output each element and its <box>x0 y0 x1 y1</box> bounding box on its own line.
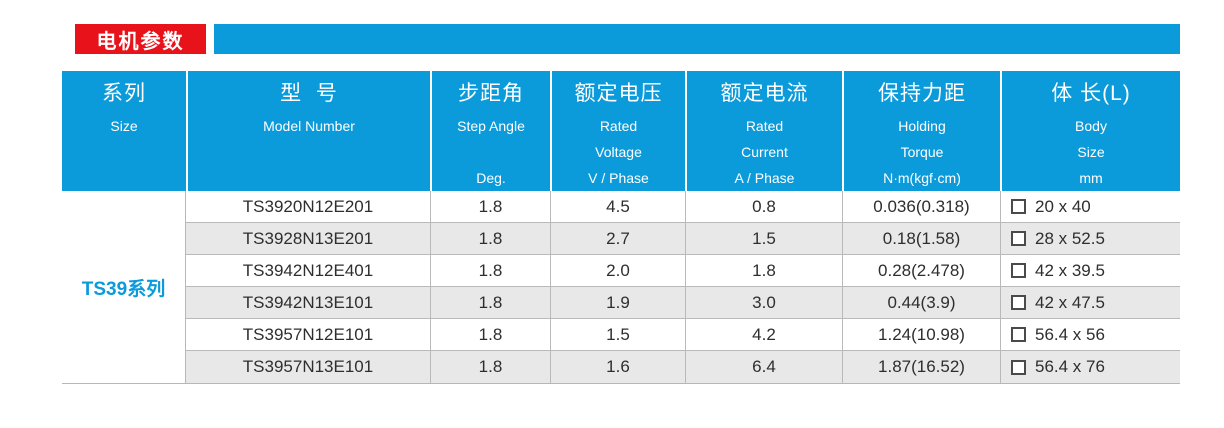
rated-voltage-cell: 2.7 <box>550 223 685 254</box>
step-angle-cell: 1.8 <box>430 255 550 286</box>
model-cell: TS3957N13E101 <box>242 357 374 376</box>
body-size-label: 28 x 52.5 <box>1035 228 1105 248</box>
model-cell: TS3920N12E201 <box>242 196 374 216</box>
section-title-label: 电机参数 <box>96 30 185 53</box>
size-checkbox[interactable] <box>1011 295 1026 310</box>
column-title-en: A / Phase <box>734 170 795 186</box>
table-row: TS3957N13E101 1.8 1.6 6.4 1.87(16.52) 56… <box>186 351 1180 383</box>
holding-torque-cell: 1.24(10.98) <box>842 319 1000 350</box>
size-checkbox[interactable] <box>1011 263 1026 278</box>
column-title-en: Holding <box>898 118 946 134</box>
rated-current-cell: 3.0 <box>685 287 842 318</box>
body-size-cell: 56.4 x 56 <box>1000 319 1180 350</box>
rated-current-cell: 0.8 <box>685 191 842 222</box>
column-title-en: mm <box>1079 170 1103 186</box>
column-title-en: Size <box>110 118 138 134</box>
table-header-row: 系列 Size 型 号 Model Number 步距角 Step Angle … <box>62 71 1180 191</box>
column-header-rated-voltage: 额定电压 Rated Voltage V / Phase <box>550 71 685 191</box>
body-size-label: 42 x 47.5 <box>1035 292 1105 312</box>
column-title-en: Size <box>1077 144 1105 160</box>
motor-parameters-table: 系列 Size 型 号 Model Number 步距角 Step Angle … <box>62 71 1180 384</box>
rated-current-cell: 6.4 <box>685 351 842 383</box>
rated-current-cell: 1.8 <box>685 255 842 286</box>
column-title-en: Rated <box>599 118 638 134</box>
size-checkbox[interactable] <box>1011 199 1026 214</box>
holding-torque-cell: 0.036(0.318) <box>842 191 1000 222</box>
body-size-label: 20 x 40 <box>1035 196 1091 216</box>
holding-torque-cell: 0.28(2.478) <box>842 255 1000 286</box>
series-cell: TS39系列 <box>62 191 186 383</box>
body-size-label: 56.4 x 76 <box>1035 357 1105 376</box>
body-size-label: 42 x 39.5 <box>1035 260 1105 280</box>
column-title-en <box>432 144 550 160</box>
column-title-zh: 系列 <box>102 82 146 105</box>
column-title-en: Deg. <box>476 170 506 186</box>
column-title-zh: 型 号 <box>280 82 338 105</box>
section-title-bar <box>214 24 1180 54</box>
column-header-holding-torque: 保持力距 Holding Torque N·m(kgf·cm) <box>842 71 1000 191</box>
rated-current-cell: 1.5 <box>685 223 842 254</box>
model-cell: TS3942N12E401 <box>242 260 374 280</box>
column-title-en: Torque <box>900 144 944 160</box>
column-title-en: Step Angle <box>457 118 525 134</box>
step-angle-cell: 1.8 <box>430 351 550 383</box>
step-angle-cell: 1.8 <box>430 223 550 254</box>
size-checkbox[interactable] <box>1011 231 1026 246</box>
column-title-en: Rated <box>745 118 784 134</box>
body-size-cell: 20 x 40 <box>1000 191 1180 222</box>
rated-voltage-cell: 1.6 <box>550 351 685 383</box>
holding-torque-cell: 0.18(1.58) <box>842 223 1000 254</box>
table-row: TS3942N13E101 1.8 1.9 3.0 0.44(3.9) 42 x… <box>186 287 1180 319</box>
column-header-model-number: 型 号 Model Number <box>186 71 430 191</box>
table-row: TS3957N12E101 1.8 1.5 4.2 1.24(10.98) 56… <box>186 319 1180 351</box>
rated-voltage-cell: 1.5 <box>550 319 685 350</box>
table-rows: TS3920N12E201 1.8 4.5 0.8 0.036(0.318) 2… <box>186 191 1180 383</box>
holding-torque-cell: 1.87(16.52) <box>842 351 1000 383</box>
size-checkbox[interactable] <box>1011 359 1026 375</box>
column-title-en: V / Phase <box>588 170 649 186</box>
body-size-label: 56.4 x 56 <box>1035 324 1105 344</box>
rated-current-cell: 4.2 <box>685 319 842 350</box>
column-title-zh: 步距角 <box>458 82 524 105</box>
column-header-step-angle: 步距角 Step Angle Deg. <box>430 71 550 191</box>
body-size-cell: 42 x 39.5 <box>1000 255 1180 286</box>
column-header-body-size: 体 长(L) Body Size mm <box>1000 71 1180 191</box>
column-title-zh: 保持力距 <box>878 82 966 105</box>
column-title-zh: 额定电流 <box>720 82 809 105</box>
section-title-badge: 电机参数 <box>75 24 206 54</box>
model-cell: TS3957N12E101 <box>242 324 374 344</box>
column-title-en: Current <box>741 144 788 160</box>
column-title-en: Model Number <box>263 118 355 134</box>
series-label: TS39系列 <box>81 278 166 300</box>
column-header-rated-current: 额定电流 Rated Current A / Phase <box>685 71 842 191</box>
holding-torque-cell: 0.44(3.9) <box>842 287 1000 318</box>
body-size-cell: 56.4 x 76 <box>1000 351 1180 383</box>
table-row: TS3920N12E201 1.8 4.5 0.8 0.036(0.318) 2… <box>186 191 1180 223</box>
rated-voltage-cell: 2.0 <box>550 255 685 286</box>
size-checkbox[interactable] <box>1011 327 1026 342</box>
column-title-en: N·m(kgf·cm) <box>883 170 961 186</box>
step-angle-cell: 1.8 <box>430 191 550 222</box>
column-title-zh: 额定电压 <box>574 82 663 105</box>
table-row: TS3942N12E401 1.8 2.0 1.8 0.28(2.478) 42… <box>186 255 1180 287</box>
model-cell: TS3942N13E101 <box>242 292 374 312</box>
rated-voltage-cell: 4.5 <box>550 191 685 222</box>
table-body: TS39系列 TS3920N12E201 1.8 4.5 0.8 0.036(0… <box>62 191 1180 384</box>
body-size-cell: 28 x 52.5 <box>1000 223 1180 254</box>
column-title-en: Body <box>1075 118 1107 134</box>
body-size-cell: 42 x 47.5 <box>1000 287 1180 318</box>
column-title-zh: 体 长(L) <box>1051 82 1131 105</box>
table-row: TS3928N13E201 1.8 2.7 1.5 0.18(1.58) 28 … <box>186 223 1180 255</box>
model-cell: TS3928N13E201 <box>242 228 374 248</box>
step-angle-cell: 1.8 <box>430 319 550 350</box>
column-header-series: 系列 Size <box>62 71 186 191</box>
column-title-en: Voltage <box>595 144 642 160</box>
step-angle-cell: 1.8 <box>430 287 550 318</box>
rated-voltage-cell: 1.9 <box>550 287 685 318</box>
